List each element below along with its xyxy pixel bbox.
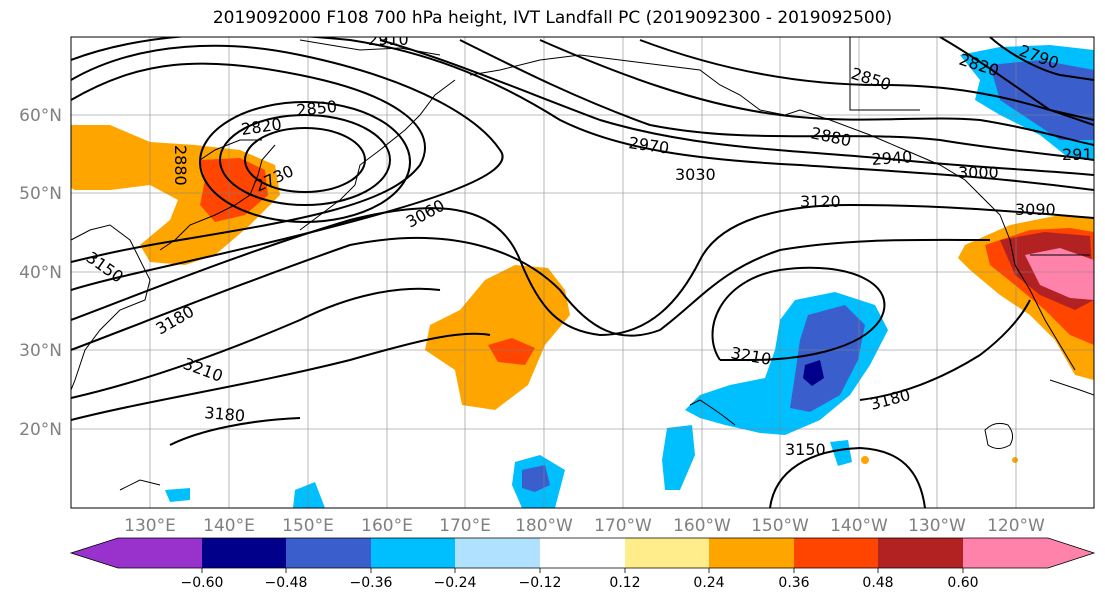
colorbar-segment xyxy=(878,538,963,568)
colorbar-segment xyxy=(455,538,540,568)
colorbar-segment xyxy=(286,538,371,568)
lon-label: 180°W xyxy=(515,516,573,536)
negative-small-1 xyxy=(662,425,695,490)
colorbar-tick-label: −0.36 xyxy=(350,575,393,591)
contour-label: 3090 xyxy=(1015,200,1056,219)
map-frame xyxy=(70,36,1095,509)
colorbar-segment xyxy=(794,538,878,568)
colorbar-segment xyxy=(540,538,625,568)
contour-label: 2850 xyxy=(295,97,337,120)
extreme-positive-coast xyxy=(1025,248,1094,300)
colorbar-tick-label: 0.36 xyxy=(778,575,809,591)
colorbar-tick-label: −0.24 xyxy=(434,575,477,591)
colorbar-ticks xyxy=(201,568,964,573)
lon-label: 130°E xyxy=(124,516,176,536)
colorbar-tick-label: 0.48 xyxy=(862,575,893,591)
colorbar-segment xyxy=(709,538,794,568)
positive-anomaly-central xyxy=(425,265,570,410)
negative-small-5 xyxy=(830,440,852,466)
colorbar-tick-label: −0.12 xyxy=(519,575,562,591)
lat-label: 20°N xyxy=(19,420,62,440)
colorbar-tick-label: −0.60 xyxy=(181,575,224,591)
contour-label: 2880 xyxy=(171,145,190,186)
contour-label: 2910 xyxy=(368,30,409,49)
lon-label: 170°E xyxy=(439,516,491,536)
lat-label: 40°N xyxy=(19,263,62,283)
longitude-labels: 130°E 140°E 150°E 160°E 170°E 180°W 170°… xyxy=(124,516,1045,536)
lat-label: 60°N xyxy=(19,106,62,126)
contour-label: 3030 xyxy=(675,165,716,184)
negative-small-3 xyxy=(293,482,325,508)
contour-label: 2910 xyxy=(1062,145,1103,164)
latitude-labels: 60°N 50°N 40°N 30°N 20°N xyxy=(19,106,62,440)
map-title: 2019092000 F108 700 hPa height, IVT Land… xyxy=(212,8,893,28)
lat-label: 30°N xyxy=(19,341,62,361)
negative-small-4 xyxy=(165,488,190,502)
strong-negative-subtropical xyxy=(790,305,865,412)
strong-positive-central xyxy=(488,338,535,365)
lon-label: 170°W xyxy=(594,516,652,536)
colorbar-outline xyxy=(69,537,1096,569)
extreme-negative-subtropical xyxy=(803,360,824,386)
lon-label: 120°W xyxy=(987,516,1045,536)
colorbar-tick-label: 0.12 xyxy=(609,575,640,591)
colorbar: −0.60 −0.48 −0.36 −0.24 −0.12 0.12 0.24 … xyxy=(69,537,1096,591)
lat-label: 50°N xyxy=(19,184,62,204)
lon-label: 150°W xyxy=(751,516,809,536)
colorbar-segment xyxy=(625,538,709,568)
contour-label: 2940 xyxy=(871,147,913,169)
colorbar-tick-label: 0.60 xyxy=(947,575,978,591)
contour-label: 3150 xyxy=(785,440,826,459)
lon-label: 160°W xyxy=(673,516,731,536)
height-contours xyxy=(71,37,1094,508)
lon-label: 140°W xyxy=(830,516,888,536)
contour-label: 3120 xyxy=(800,192,841,211)
colorbar-tick-label: −0.48 xyxy=(265,575,308,591)
lon-label: 150°E xyxy=(282,516,334,536)
lon-label: 160°E xyxy=(361,516,413,536)
contour-label: 3180 xyxy=(204,403,246,425)
colorbar-segment xyxy=(371,538,455,568)
colorbar-extend-high xyxy=(963,538,1094,568)
ivt-shading xyxy=(71,45,1094,508)
colorbar-tick-label: 0.24 xyxy=(693,575,724,591)
lon-label: 130°W xyxy=(908,516,966,536)
colorbar-segment xyxy=(202,538,286,568)
colorbar-extend-low xyxy=(71,538,202,568)
negative-small-2-core xyxy=(522,465,550,492)
contour-label: 3000 xyxy=(958,163,999,182)
lon-label: 140°E xyxy=(203,516,255,536)
map-area xyxy=(71,37,1094,508)
